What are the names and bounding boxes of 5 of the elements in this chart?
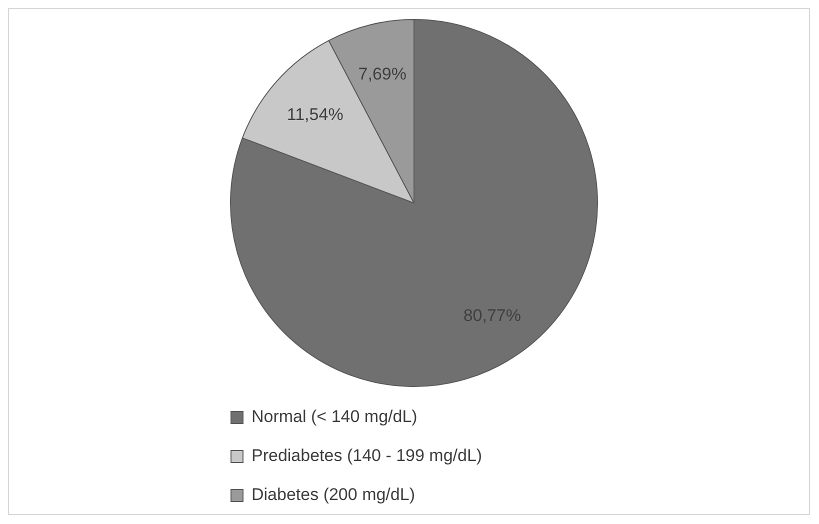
legend-label: Diabetes (200 mg/dL) <box>252 485 415 504</box>
data-label: 7,69% <box>358 64 406 84</box>
legend-label: Prediabetes (140 - 199 mg/dL) <box>252 446 482 466</box>
data-label: 11,54% <box>286 105 344 124</box>
legend-label: Normal (< 140 mg/dL) <box>252 407 418 426</box>
